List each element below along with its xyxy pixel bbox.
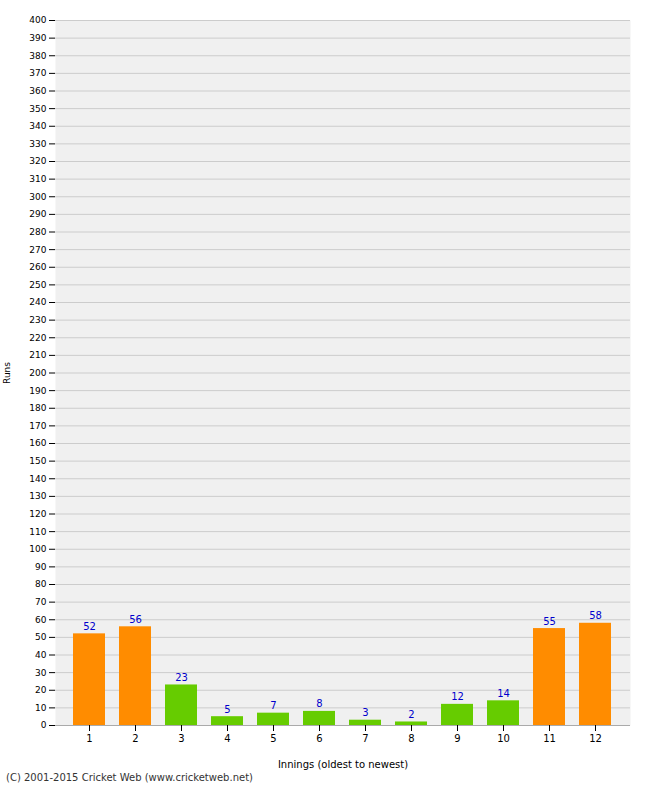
- svg-text:270: 270: [29, 245, 46, 255]
- svg-text:210: 210: [29, 350, 46, 360]
- svg-text:10: 10: [497, 733, 510, 744]
- svg-text:280: 280: [29, 227, 46, 237]
- svg-text:12: 12: [589, 733, 602, 744]
- svg-text:8: 8: [316, 698, 322, 709]
- svg-text:330: 330: [29, 139, 46, 149]
- svg-text:240: 240: [29, 297, 46, 307]
- svg-text:56: 56: [129, 614, 142, 625]
- svg-text:14: 14: [497, 688, 510, 699]
- svg-text:350: 350: [29, 104, 46, 114]
- svg-text:12: 12: [451, 691, 464, 702]
- svg-text:390: 390: [29, 33, 46, 43]
- svg-text:9: 9: [454, 733, 460, 744]
- svg-text:5: 5: [270, 733, 276, 744]
- svg-text:370: 370: [29, 68, 46, 78]
- svg-text:180: 180: [29, 403, 46, 413]
- svg-text:6: 6: [316, 733, 322, 744]
- svg-text:200: 200: [29, 368, 46, 378]
- svg-text:190: 190: [29, 386, 46, 396]
- svg-text:Runs: Runs: [2, 362, 12, 384]
- svg-text:150: 150: [29, 456, 46, 466]
- svg-text:10: 10: [35, 703, 47, 713]
- svg-text:58: 58: [589, 610, 602, 621]
- svg-text:290: 290: [29, 209, 46, 219]
- svg-text:4: 4: [224, 733, 230, 744]
- svg-text:160: 160: [29, 438, 46, 448]
- svg-text:140: 140: [29, 474, 46, 484]
- svg-text:50: 50: [35, 632, 47, 642]
- svg-text:110: 110: [29, 527, 46, 537]
- svg-text:3: 3: [362, 707, 368, 718]
- svg-text:30: 30: [35, 668, 47, 678]
- svg-text:8: 8: [408, 733, 414, 744]
- html-text:(C) 2001-2015 Cricket Web (www: (C) 2001-2015 Cricket Web (www.cricketwe…: [6, 772, 253, 783]
- svg-text:7: 7: [270, 700, 276, 711]
- svg-text:360: 360: [29, 86, 46, 96]
- svg-text:40: 40: [35, 650, 47, 660]
- svg-text:300: 300: [29, 192, 46, 202]
- svg-text:7: 7: [362, 733, 368, 744]
- svg-text:11: 11: [543, 733, 556, 744]
- svg-text:380: 380: [29, 51, 46, 61]
- svg-text:55: 55: [543, 616, 556, 627]
- svg-text:52: 52: [83, 621, 96, 632]
- svg-text:90: 90: [35, 562, 47, 572]
- svg-text:60: 60: [35, 615, 47, 625]
- svg-text:100: 100: [29, 544, 46, 554]
- svg-text:250: 250: [29, 280, 46, 290]
- svg-text:220: 220: [29, 333, 46, 343]
- svg-text:1: 1: [86, 733, 92, 744]
- svg-text:400: 400: [29, 15, 46, 25]
- svg-text:170: 170: [29, 421, 46, 431]
- svg-text:2: 2: [408, 709, 414, 720]
- svg-text:Innings (oldest to newest): Innings (oldest to newest): [278, 759, 408, 770]
- svg-text:320: 320: [29, 156, 46, 166]
- svg-text:5: 5: [224, 704, 230, 715]
- svg-text:120: 120: [29, 509, 46, 519]
- svg-text:230: 230: [29, 315, 46, 325]
- svg-text:310: 310: [29, 174, 46, 184]
- svg-text:340: 340: [29, 121, 46, 131]
- svg-text:130: 130: [29, 491, 46, 501]
- svg-text:23: 23: [175, 672, 188, 683]
- svg-text:20: 20: [35, 685, 47, 695]
- svg-text:0: 0: [41, 720, 47, 730]
- svg-text:3: 3: [178, 733, 184, 744]
- svg-text:80: 80: [35, 579, 47, 589]
- svg-text:70: 70: [35, 597, 47, 607]
- svg-text:260: 260: [29, 262, 46, 272]
- svg-text:2: 2: [132, 733, 138, 744]
